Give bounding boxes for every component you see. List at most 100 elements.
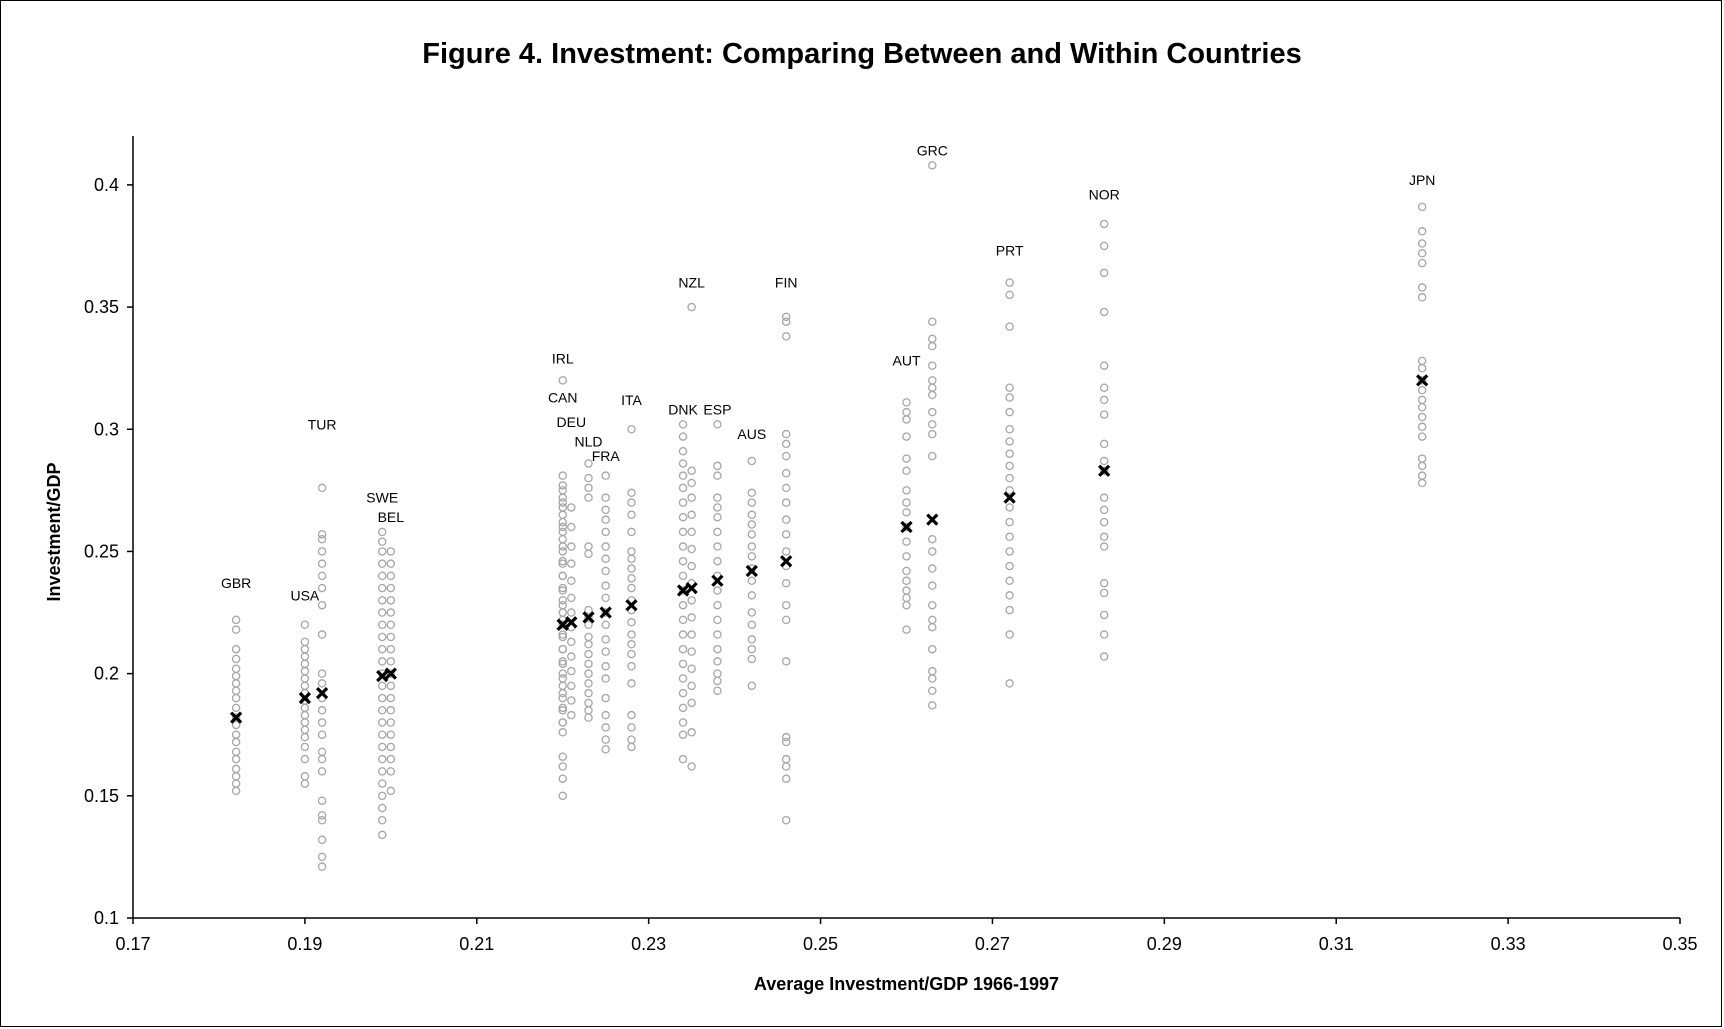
observation-point <box>678 674 688 683</box>
observation-point <box>386 767 396 776</box>
country-label: PRT <box>996 243 1024 259</box>
observation-point <box>928 674 937 683</box>
observation-point <box>584 542 593 551</box>
observation-point <box>1005 383 1014 392</box>
observation-point <box>601 527 610 537</box>
country-label: ITA <box>621 392 642 408</box>
mean-marker <box>376 669 389 683</box>
x-tick-label: 0.21 <box>459 934 494 954</box>
observation-point <box>747 520 757 529</box>
observation-point <box>928 341 937 351</box>
observation-point <box>558 522 567 532</box>
observation-point <box>1005 437 1014 446</box>
observation-point <box>1099 610 1109 620</box>
observation-point <box>567 681 576 691</box>
observation-point <box>377 803 387 813</box>
observation-point <box>1005 532 1014 542</box>
observation-point <box>1099 219 1109 229</box>
country-label: DNK <box>668 402 698 418</box>
observation-point <box>781 515 791 524</box>
observation-point <box>1417 202 1427 212</box>
observation-point <box>317 600 327 610</box>
observation-point <box>713 493 722 502</box>
observation-point <box>747 644 757 654</box>
observation-point <box>781 483 791 493</box>
mean-marker <box>745 564 758 578</box>
country-label: NZL <box>678 275 705 291</box>
observation-point <box>377 620 387 630</box>
observation-point <box>1099 307 1109 317</box>
observation-point <box>317 796 327 805</box>
observation-point <box>558 583 567 593</box>
observation-point <box>584 649 593 659</box>
x-tick-label: 0.25 <box>803 934 838 954</box>
observation-point <box>386 730 396 739</box>
observation-point <box>601 608 610 617</box>
observation-point <box>377 608 387 617</box>
observation-point <box>558 559 567 568</box>
observation-point <box>928 564 937 573</box>
observation-point <box>1417 422 1427 432</box>
observation-point <box>377 644 387 654</box>
observation-point <box>678 446 688 456</box>
observation-point <box>781 762 791 771</box>
observation-point <box>928 666 937 676</box>
observation-point <box>627 679 636 688</box>
observation-point <box>601 723 610 732</box>
observation-point <box>601 745 610 754</box>
observation-point <box>1417 249 1427 258</box>
observation-point <box>687 762 696 771</box>
mean-marker <box>556 618 569 631</box>
observation-point <box>386 742 396 752</box>
observation-point <box>1005 290 1014 300</box>
observation-point <box>747 498 757 507</box>
country-means <box>230 374 1429 724</box>
observation-point <box>1099 456 1109 466</box>
observation-point <box>558 774 567 783</box>
observation-point <box>584 640 593 649</box>
observation-point <box>1099 588 1109 598</box>
observation-point <box>1417 356 1427 366</box>
observation-point <box>678 420 688 429</box>
observation-point <box>781 737 791 747</box>
observation-point <box>601 693 610 703</box>
observation-point <box>928 317 937 326</box>
country-label: TUR <box>308 416 337 432</box>
observation-point <box>386 669 396 678</box>
observation-point <box>558 703 567 713</box>
observation-point <box>300 772 310 781</box>
observation-point <box>1005 393 1014 402</box>
mean-marker <box>565 616 578 629</box>
observation-point <box>713 512 722 522</box>
observation-point <box>300 732 310 742</box>
observation-point <box>231 754 241 764</box>
observation-point <box>558 728 567 737</box>
observation-point <box>558 706 567 715</box>
observation-point <box>928 390 937 400</box>
observation-point <box>902 398 911 407</box>
observation-point <box>678 754 688 764</box>
country-label: AUS <box>737 426 766 442</box>
observation-point <box>386 718 396 727</box>
observation-point <box>713 615 722 625</box>
observation-point <box>678 630 688 639</box>
observation-point <box>584 632 593 642</box>
observation-point <box>902 600 911 610</box>
mean-marker <box>599 606 612 619</box>
observation-point <box>558 674 567 683</box>
observation-point <box>377 583 387 593</box>
observation-point <box>1417 376 1427 385</box>
observation-point <box>678 718 688 727</box>
observation-point <box>781 312 791 322</box>
y-axis-ticks: 0.1 0.15 0.2 0.25 0.3 0.35 0.4 <box>84 175 133 928</box>
observation-point <box>231 720 241 730</box>
observation-point <box>317 811 327 820</box>
observation-point <box>713 676 722 686</box>
y-tick-label: 0.15 <box>84 786 119 806</box>
observation-point <box>928 615 937 625</box>
observation-point <box>713 600 722 610</box>
country-label: CAN <box>548 389 578 405</box>
observation-point <box>300 681 310 691</box>
observation-point <box>781 468 791 478</box>
observation-point <box>678 644 688 654</box>
